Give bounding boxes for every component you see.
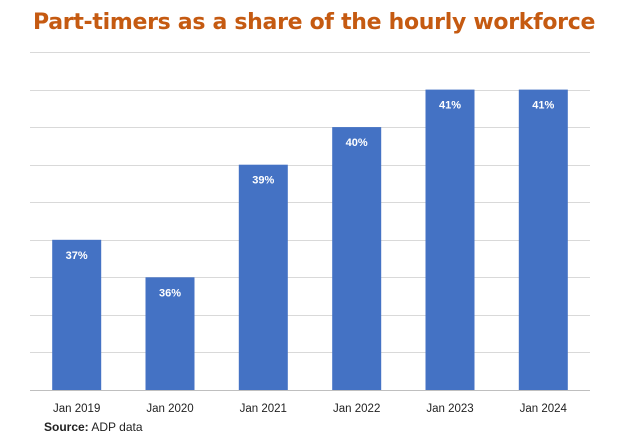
x-tick-labels: Jan 2019 Jan 2020 Jan 2021 Jan 2022 Jan 2023…	[53, 403, 568, 415]
bar	[425, 89, 475, 390]
bar-data-label: 41%	[439, 100, 461, 112]
bar-data-label: 41%	[532, 100, 554, 112]
source-note: Source: ADP data	[44, 420, 143, 434]
bar-data-label: 40%	[346, 137, 368, 149]
x-tick-label: Jan 2024	[520, 403, 568, 415]
x-tick-label: Jan 2020	[146, 403, 193, 415]
bar-data-label: 39%	[252, 175, 274, 187]
bar	[145, 277, 195, 390]
bar	[518, 89, 568, 390]
bar	[332, 127, 382, 390]
data-labels: 37% 36% 39% 40% 41% 41%	[66, 100, 555, 300]
chart-title: Part-timers as a share of the hourly wor…	[33, 10, 596, 35]
x-tick-label: Jan 2021	[240, 403, 287, 415]
bar	[238, 164, 288, 390]
source-text: ADP data	[88, 420, 143, 434]
x-tick-label: Jan 2019	[53, 403, 100, 415]
bar-data-label: 36%	[159, 287, 181, 299]
gridlines	[30, 52, 590, 391]
x-tick-label: Jan 2023	[426, 403, 473, 415]
x-tick-label: Jan 2022	[333, 403, 380, 415]
source-label: Source:	[44, 420, 89, 434]
bar-data-label: 37%	[66, 250, 88, 262]
bars	[52, 89, 568, 390]
bar	[52, 239, 102, 390]
